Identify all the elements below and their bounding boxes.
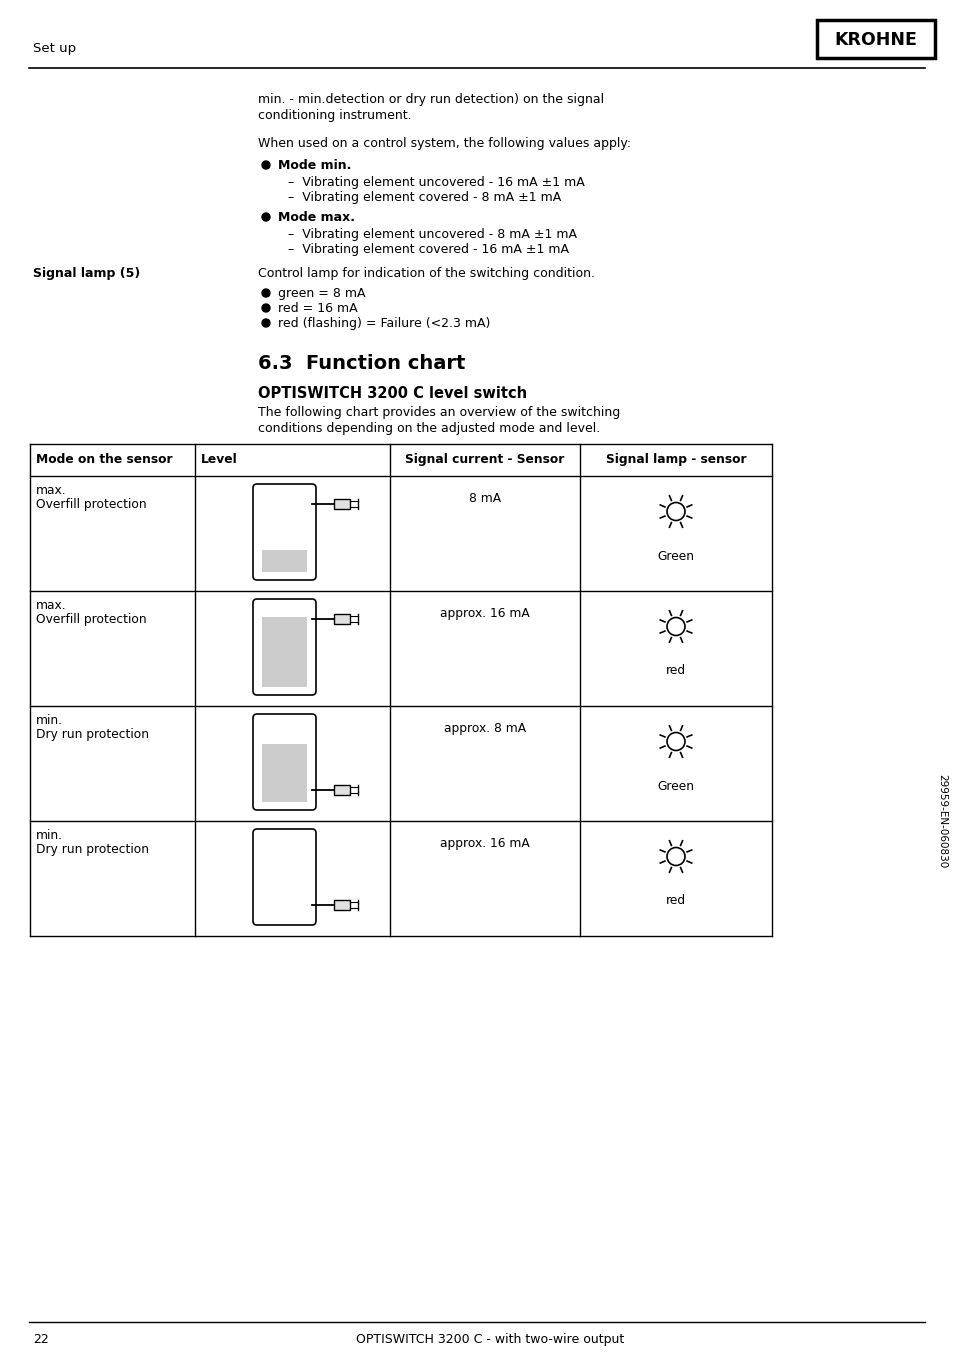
Text: red: red xyxy=(665,895,685,907)
FancyBboxPatch shape xyxy=(253,714,315,810)
Text: –  Vibrating element covered - 8 mA ±1 mA: – Vibrating element covered - 8 mA ±1 mA xyxy=(288,191,560,204)
Bar xyxy=(816,20,934,58)
Circle shape xyxy=(262,289,270,297)
Text: KROHNE: KROHNE xyxy=(834,31,917,49)
Text: Dry run protection: Dry run protection xyxy=(36,844,149,856)
Text: OPTISWITCH 3200 C level switch: OPTISWITCH 3200 C level switch xyxy=(257,387,527,402)
Text: 29959-EN-060830: 29959-EN-060830 xyxy=(936,773,946,868)
Text: Level: Level xyxy=(201,453,237,466)
Bar xyxy=(262,550,307,572)
Text: approx. 16 mA: approx. 16 mA xyxy=(439,837,529,850)
Text: –  Vibrating element uncovered - 16 mA ±1 mA: – Vibrating element uncovered - 16 mA ±1… xyxy=(288,176,584,189)
Text: approx. 8 mA: approx. 8 mA xyxy=(443,722,525,735)
FancyBboxPatch shape xyxy=(253,829,315,925)
Text: min.: min. xyxy=(36,829,63,842)
Text: conditioning instrument.: conditioning instrument. xyxy=(257,110,411,122)
Text: conditions depending on the adjusted mode and level.: conditions depending on the adjusted mod… xyxy=(257,422,599,435)
Text: Overfill protection: Overfill protection xyxy=(36,498,147,511)
Text: Mode max.: Mode max. xyxy=(277,211,355,224)
Text: Set up: Set up xyxy=(33,42,76,55)
Text: Green: Green xyxy=(657,549,694,562)
Text: green = 8 mA: green = 8 mA xyxy=(277,287,365,300)
Text: max.: max. xyxy=(36,599,67,612)
Text: Green: Green xyxy=(657,780,694,792)
Text: Signal lamp - sensor: Signal lamp - sensor xyxy=(605,453,745,466)
Text: When used on a control system, the following values apply:: When used on a control system, the follo… xyxy=(257,137,631,150)
Circle shape xyxy=(262,304,270,312)
Text: red = 16 mA: red = 16 mA xyxy=(277,301,357,315)
FancyBboxPatch shape xyxy=(253,484,315,580)
FancyBboxPatch shape xyxy=(253,599,315,695)
Bar xyxy=(334,614,350,625)
Text: approx. 16 mA: approx. 16 mA xyxy=(439,607,529,621)
Circle shape xyxy=(262,161,270,169)
Bar xyxy=(262,745,307,802)
Text: Overfill protection: Overfill protection xyxy=(36,612,147,626)
Text: Signal lamp (5): Signal lamp (5) xyxy=(33,266,140,280)
Text: 8 mA: 8 mA xyxy=(469,492,500,506)
Text: Mode on the sensor: Mode on the sensor xyxy=(36,453,172,466)
Text: Mode min.: Mode min. xyxy=(277,160,351,172)
Bar xyxy=(334,900,350,910)
Circle shape xyxy=(262,319,270,327)
Text: OPTISWITCH 3200 C - with two-wire output: OPTISWITCH 3200 C - with two-wire output xyxy=(355,1333,623,1347)
Bar xyxy=(334,499,350,508)
Circle shape xyxy=(262,214,270,220)
Text: red (flashing) = Failure (<2.3 mA): red (flashing) = Failure (<2.3 mA) xyxy=(277,316,490,330)
Text: Signal current - Sensor: Signal current - Sensor xyxy=(405,453,564,466)
Text: 22: 22 xyxy=(33,1333,49,1347)
Text: –  Vibrating element covered - 16 mA ±1 mA: – Vibrating element covered - 16 mA ±1 m… xyxy=(288,243,568,256)
Text: Dry run protection: Dry run protection xyxy=(36,727,149,741)
Text: Control lamp for indication of the switching condition.: Control lamp for indication of the switc… xyxy=(257,266,595,280)
Text: red: red xyxy=(665,664,685,677)
Text: min.: min. xyxy=(36,714,63,727)
Text: 6.3  Function chart: 6.3 Function chart xyxy=(257,354,465,373)
Text: min. - min.detection or dry run detection) on the signal: min. - min.detection or dry run detectio… xyxy=(257,93,603,105)
Text: The following chart provides an overview of the switching: The following chart provides an overview… xyxy=(257,406,619,419)
Bar xyxy=(262,617,307,687)
Text: max.: max. xyxy=(36,484,67,498)
Bar xyxy=(334,786,350,795)
Text: –  Vibrating element uncovered - 8 mA ±1 mA: – Vibrating element uncovered - 8 mA ±1 … xyxy=(288,228,577,241)
